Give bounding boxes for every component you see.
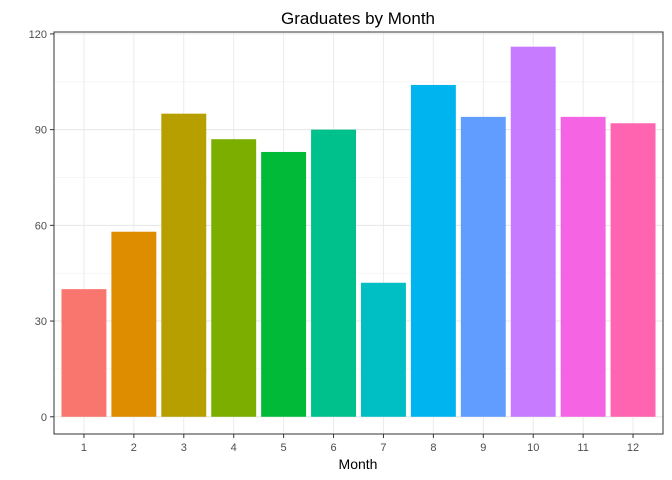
- x-tick-label: 8: [430, 442, 436, 454]
- y-tick-label: 60: [35, 220, 47, 232]
- x-tick-label: 5: [281, 442, 287, 454]
- x-tick-label: 2: [131, 442, 137, 454]
- bar-month-5: [261, 151, 307, 417]
- bar-month-1: [61, 289, 107, 417]
- x-tick-label: 3: [181, 442, 187, 454]
- y-tick-label: 120: [29, 29, 47, 41]
- chart-title: Graduates by Month: [281, 9, 435, 28]
- bar-month-9: [460, 116, 506, 417]
- x-tick-label: 1: [81, 442, 87, 454]
- x-tick-label: 6: [330, 442, 336, 454]
- panel-border: [53, 31, 664, 435]
- bar-month-10: [510, 46, 556, 417]
- y-tick-label: 90: [35, 125, 47, 137]
- x-tick-label: 12: [627, 442, 639, 454]
- x-tick-label: 7: [380, 442, 386, 454]
- bar-month-8: [410, 84, 456, 417]
- y-tick-label: 30: [35, 316, 47, 328]
- bar-month-4: [211, 139, 257, 417]
- x-tick-label: 11: [577, 442, 588, 454]
- x-axis-title: Month: [339, 456, 378, 472]
- y-tick-label: 0: [41, 412, 47, 424]
- bar-month-11: [560, 116, 606, 417]
- bar-month-12: [610, 123, 656, 417]
- bars: [61, 46, 656, 417]
- bar-month-2: [111, 231, 157, 417]
- bar-month-3: [161, 113, 207, 417]
- x-tick-label: 9: [480, 442, 486, 454]
- x-tick-label: 4: [231, 442, 237, 454]
- bar-month-7: [360, 282, 406, 417]
- bar-month-6: [311, 129, 357, 417]
- x-tick-label: 10: [527, 442, 539, 454]
